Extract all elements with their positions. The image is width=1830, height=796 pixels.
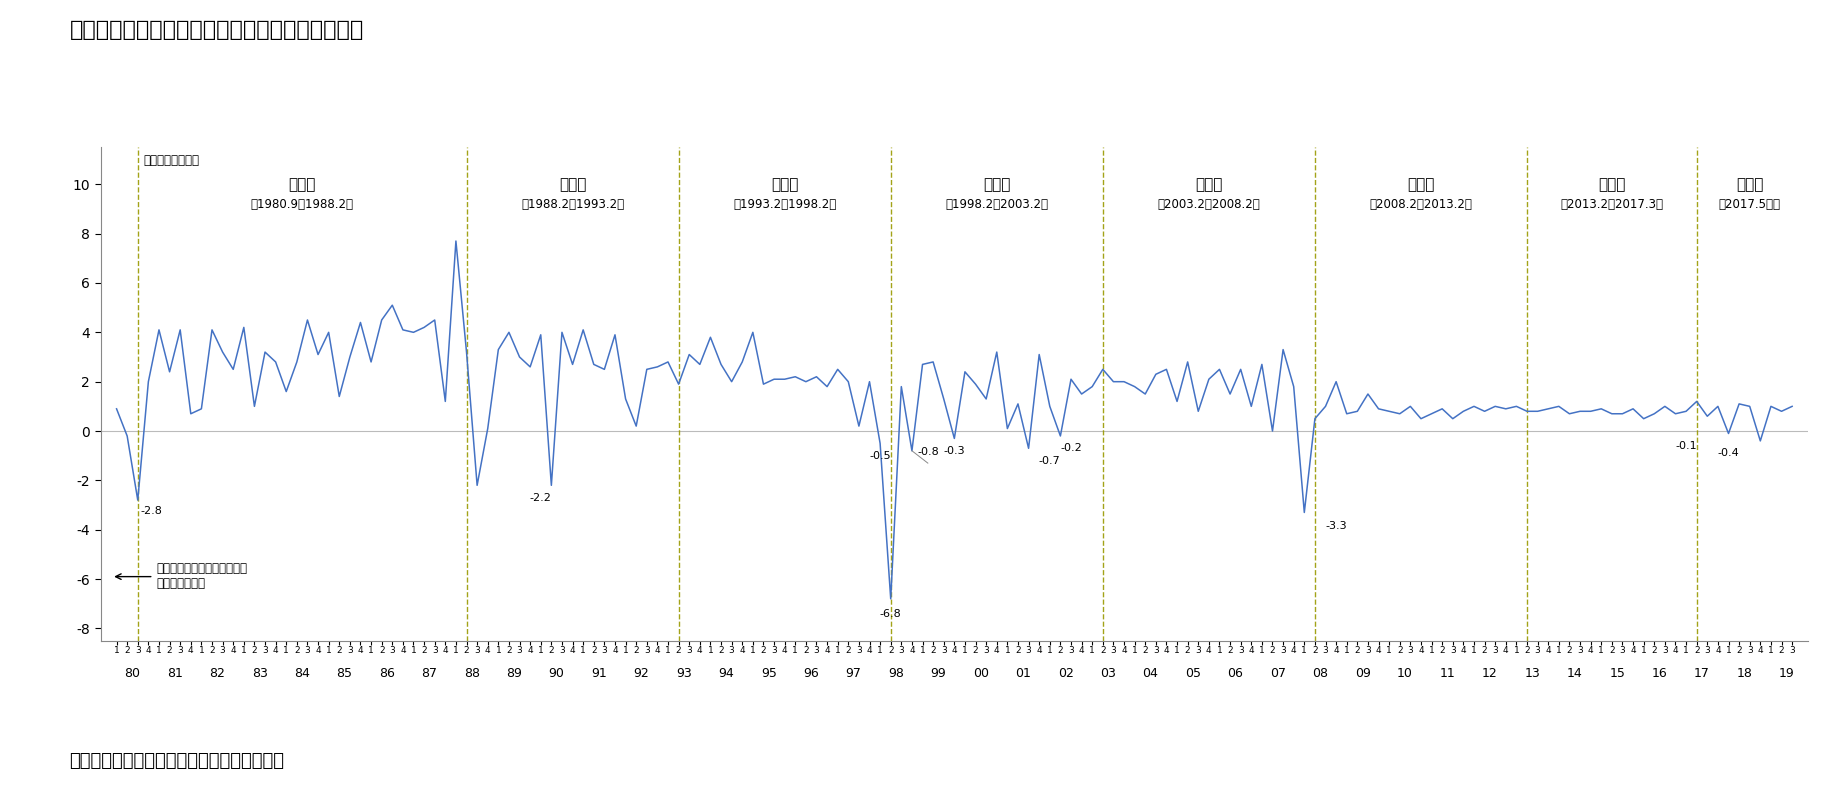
Text: 11: 11 bbox=[1440, 667, 1455, 680]
Text: （2013.2～2017.3）: （2013.2～2017.3） bbox=[1561, 198, 1663, 212]
Text: 84: 84 bbox=[295, 667, 309, 680]
Text: 06: 06 bbox=[1228, 667, 1243, 680]
Text: 図表２　実質経済成長率（対前四半期比）の推移: 図表２ 実質経済成長率（対前四半期比）の推移 bbox=[70, 20, 364, 40]
Text: -2.2: -2.2 bbox=[531, 493, 551, 503]
Text: （1980.9～1988.2）: （1980.9～1988.2） bbox=[251, 198, 353, 212]
Text: -0.5: -0.5 bbox=[869, 451, 891, 461]
Text: 13: 13 bbox=[1524, 667, 1541, 680]
Text: （1998.2～2003.2）: （1998.2～2003.2） bbox=[946, 198, 1049, 212]
Text: 85: 85 bbox=[337, 667, 353, 680]
Text: 98: 98 bbox=[888, 667, 904, 680]
Text: 朴忠勲国務総理代理が大統領
権限を臨時代行: 朴忠勲国務総理代理が大統領 権限を臨時代行 bbox=[157, 562, 247, 590]
Text: -3.3: -3.3 bbox=[1325, 521, 1347, 531]
Text: 05: 05 bbox=[1186, 667, 1200, 680]
Text: -0.2: -0.2 bbox=[1060, 443, 1082, 454]
Text: 14: 14 bbox=[1566, 667, 1583, 680]
Text: 17: 17 bbox=[1695, 667, 1709, 680]
Text: 87: 87 bbox=[421, 667, 437, 680]
Text: （2008.2～2013.2）: （2008.2～2013.2） bbox=[1369, 198, 1473, 212]
Text: -0.4: -0.4 bbox=[1718, 448, 1738, 458]
Text: 16: 16 bbox=[1652, 667, 1667, 680]
Text: -0.8: -0.8 bbox=[917, 447, 939, 457]
Text: -0.7: -0.7 bbox=[1039, 455, 1061, 466]
Text: -0.1: -0.1 bbox=[1674, 441, 1696, 451]
Text: 83: 83 bbox=[253, 667, 267, 680]
Text: 文在寅: 文在寅 bbox=[1737, 177, 1764, 192]
Text: 盧泰愚: 盧泰愚 bbox=[558, 177, 586, 192]
Text: 02: 02 bbox=[1058, 667, 1074, 680]
Text: 李明博: 李明博 bbox=[1407, 177, 1435, 192]
Text: 09: 09 bbox=[1354, 667, 1371, 680]
Text: 86: 86 bbox=[379, 667, 395, 680]
Text: 10: 10 bbox=[1396, 667, 1413, 680]
Text: 01: 01 bbox=[1016, 667, 1032, 680]
Text: 82: 82 bbox=[209, 667, 225, 680]
Text: -0.3: -0.3 bbox=[944, 446, 964, 456]
Text: 92: 92 bbox=[633, 667, 650, 680]
Text: 89: 89 bbox=[507, 667, 522, 680]
Text: 15: 15 bbox=[1609, 667, 1625, 680]
Text: 朴槿恵: 朴槿恵 bbox=[1598, 177, 1625, 192]
Text: 81: 81 bbox=[167, 667, 183, 680]
Text: （2003.2～2008.2）: （2003.2～2008.2） bbox=[1158, 198, 1261, 212]
Text: （1993.2～1998.2）: （1993.2～1998.2） bbox=[734, 198, 836, 212]
Text: 96: 96 bbox=[803, 667, 820, 680]
Text: 93: 93 bbox=[675, 667, 692, 680]
Text: 03: 03 bbox=[1100, 667, 1116, 680]
Text: 00: 00 bbox=[974, 667, 988, 680]
Text: 97: 97 bbox=[845, 667, 862, 680]
Text: 95: 95 bbox=[761, 667, 776, 680]
Text: 88: 88 bbox=[463, 667, 479, 680]
Text: 91: 91 bbox=[591, 667, 608, 680]
Text: （2017.5～）: （2017.5～） bbox=[1718, 198, 1781, 212]
Text: 80: 80 bbox=[124, 667, 141, 680]
Text: 経済成長率（％）: 経済成長率（％） bbox=[143, 154, 199, 167]
Text: 99: 99 bbox=[931, 667, 946, 680]
Text: 90: 90 bbox=[549, 667, 565, 680]
Text: 金泳三: 金泳三 bbox=[770, 177, 798, 192]
Text: 94: 94 bbox=[719, 667, 734, 680]
Text: 出所）　韓国銀行ホームページより筆者作成: 出所） 韓国銀行ホームページより筆者作成 bbox=[70, 752, 284, 771]
Text: 12: 12 bbox=[1482, 667, 1497, 680]
Text: 18: 18 bbox=[1737, 667, 1753, 680]
Text: -2.8: -2.8 bbox=[141, 506, 163, 517]
Text: 金大中: 金大中 bbox=[983, 177, 1010, 192]
Text: 全斗煥: 全斗煥 bbox=[289, 177, 317, 192]
Text: （1988.2～1993.2）: （1988.2～1993.2） bbox=[522, 198, 624, 212]
Text: 04: 04 bbox=[1142, 667, 1158, 680]
Text: -6.8: -6.8 bbox=[880, 609, 902, 618]
Text: 07: 07 bbox=[1270, 667, 1286, 680]
Text: 19: 19 bbox=[1779, 667, 1795, 680]
Text: 08: 08 bbox=[1312, 667, 1329, 680]
Text: 盧武鉉: 盧武鉉 bbox=[1195, 177, 1222, 192]
